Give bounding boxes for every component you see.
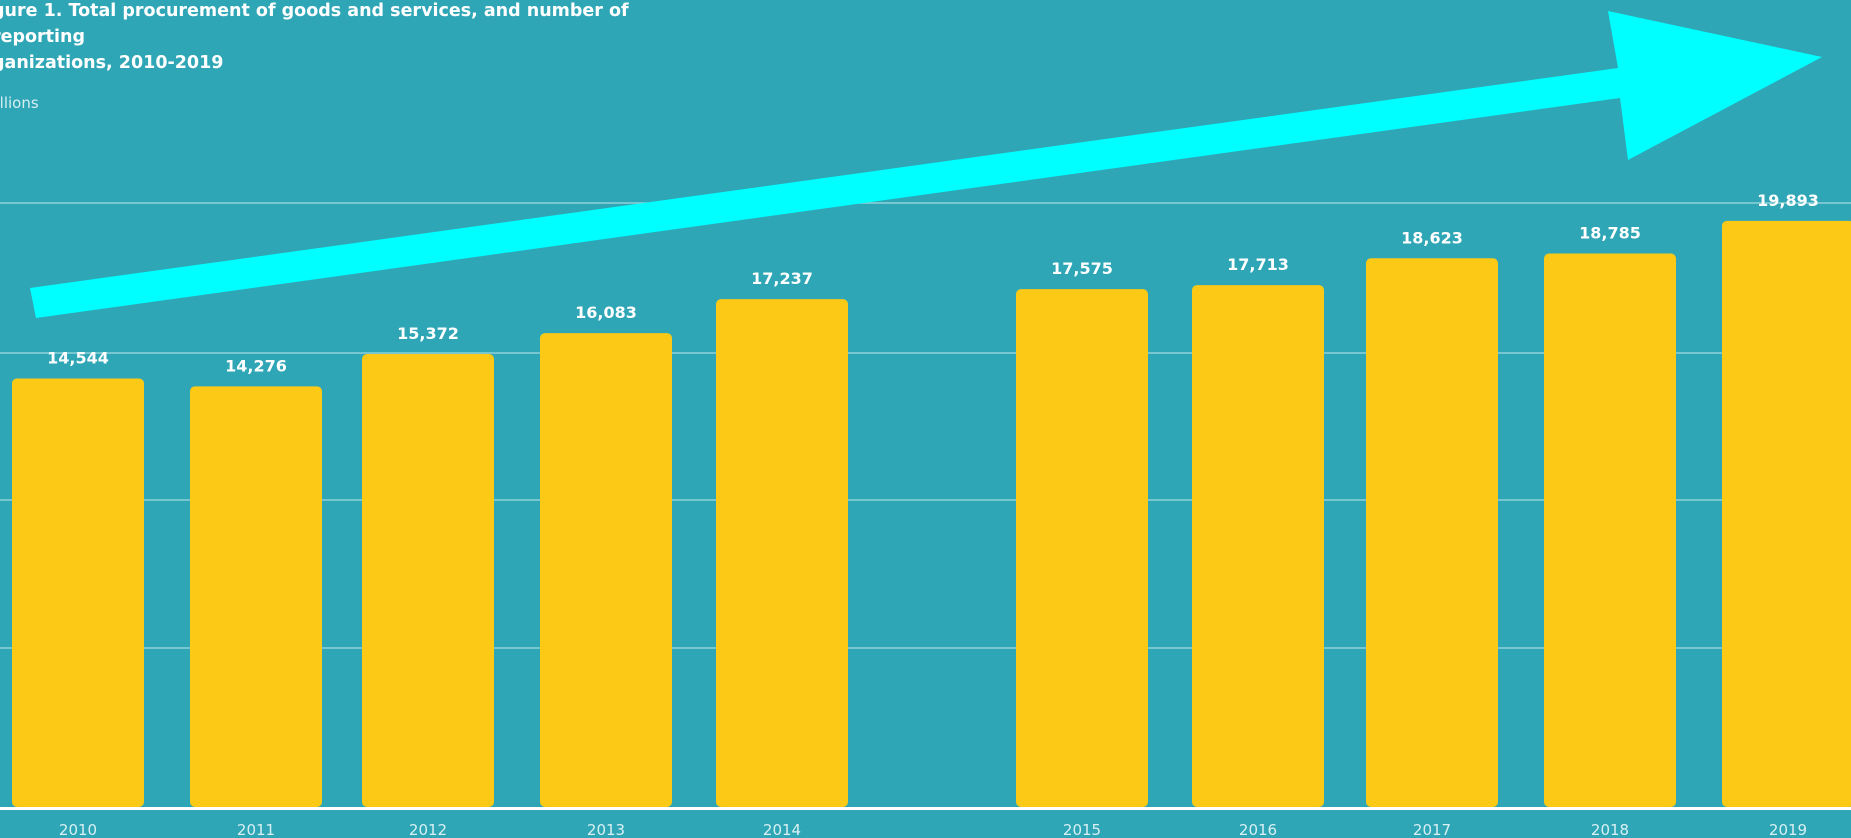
data-label-2018: 18,785: [1579, 223, 1641, 242]
data-label-2016: 17,713: [1227, 255, 1289, 274]
data-label-2013: 16,083: [575, 303, 637, 322]
x-tick-label-2015: 2015: [1063, 821, 1101, 838]
bar-2016: [1192, 285, 1324, 808]
x-tick-label-2014: 2014: [763, 821, 801, 838]
trend-arrow-shape: [30, 11, 1822, 318]
chart-title: gure 1. Total procurement of goods and s…: [0, 0, 672, 76]
x-tick-label-2010: 2010: [59, 821, 97, 838]
x-tick-labels: 2010 2011 2012 2013 2014 2015 2016 2017 2018 2019: [59, 821, 1807, 838]
x-tick-label-2016: 2016: [1239, 821, 1277, 838]
bar-2012: [362, 354, 494, 807]
bar-2013: [540, 333, 672, 807]
bar-2017: [1366, 258, 1498, 807]
data-labels: 14,544 14,276 15,372 16,083 17,237 17,575 17,7…: [47, 191, 1819, 376]
chart-title-line-1: gure 1. Total procurement of goods and s…: [0, 1, 629, 47]
bar-2011: [190, 386, 322, 807]
x-tick-label-2011: 2011: [237, 821, 275, 838]
data-label-2015: 17,575: [1051, 259, 1113, 278]
x-tick-label-2019: 2019: [1769, 821, 1807, 838]
y-axis-unit-label: nillions: [0, 94, 39, 112]
data-label-2011: 14,276: [225, 356, 287, 375]
x-tick-label-2013: 2013: [587, 821, 625, 838]
bar-2019: [1722, 220, 1851, 807]
bar-2010: [12, 378, 144, 807]
trend-arrow: [30, 11, 1822, 318]
x-tick-label-2012: 2012: [409, 821, 447, 838]
bars: [12, 220, 1851, 808]
bar-2015: [1016, 289, 1148, 807]
x-tick-label-2017: 2017: [1413, 821, 1451, 838]
data-label-2014: 17,237: [751, 269, 813, 288]
data-label-2017: 18,623: [1401, 228, 1463, 247]
data-label-2012: 15,372: [397, 324, 459, 343]
bar-2018: [1544, 253, 1676, 807]
data-label-2010: 14,544: [47, 348, 109, 367]
data-label-2019: 19,893: [1757, 191, 1819, 210]
x-tick-label-2018: 2018: [1591, 821, 1629, 838]
chart-title-line-2: ganizations, 2010-2019: [0, 53, 224, 73]
bar-2014: [716, 299, 848, 807]
